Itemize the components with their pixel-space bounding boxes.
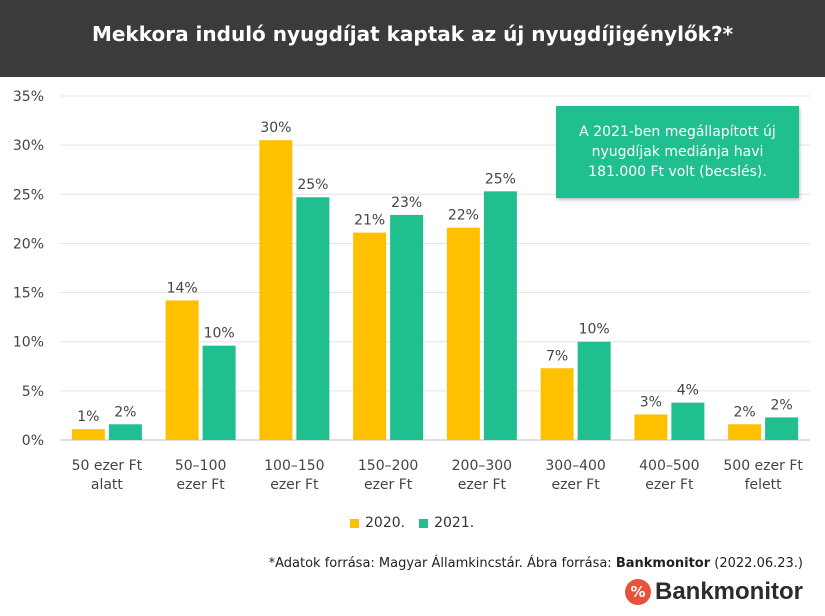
data-label: 2% xyxy=(734,404,756,420)
data-label: 25% xyxy=(297,177,328,193)
bar-2020-3 xyxy=(353,232,387,440)
bar-chart: 0% 5% 10% 15% 20% 25% 30% 35% 1% 2% 50 ezer Ft alat… xyxy=(13,89,810,493)
median-callout: A 2021-ben megállapított új nyugdíjak me… xyxy=(556,106,799,198)
source-brand: Bankmonitor xyxy=(615,556,711,571)
x-tick-label: ezer Ft xyxy=(458,477,507,493)
data-label: 4% xyxy=(677,383,699,399)
data-label: 23% xyxy=(391,195,422,211)
bar-2020-5 xyxy=(540,368,574,440)
bar-2021-5 xyxy=(577,341,611,440)
legend-item-2021: 2021. xyxy=(419,515,474,531)
legend-label-2020: 2020. xyxy=(365,515,406,531)
x-tick-label: ezer Ft xyxy=(270,477,319,493)
y-tick-label: 30% xyxy=(13,138,44,154)
legend-label-2021: 2021. xyxy=(434,515,475,531)
bar-2020-4 xyxy=(446,227,480,440)
x-tick-label: ezer Ft xyxy=(645,477,694,493)
x-tick-label: ezer Ft xyxy=(176,477,225,493)
data-label: 2% xyxy=(771,397,793,413)
x-tick-label: 300–400 xyxy=(545,458,605,474)
y-tick-label: 35% xyxy=(13,89,44,105)
x-tick-label: ezer Ft xyxy=(364,477,413,493)
data-label: 30% xyxy=(260,120,291,136)
data-label: 22% xyxy=(448,208,479,224)
data-label: 2% xyxy=(114,404,136,420)
bar-2021-0 xyxy=(108,424,142,440)
bar-2021-6 xyxy=(671,402,705,440)
bar-2021-3 xyxy=(390,214,424,440)
data-label: 7% xyxy=(546,348,568,364)
x-tick-label: 50 ezer Ft xyxy=(72,458,143,474)
bar-2020-7 xyxy=(728,424,762,440)
bar-2020-1 xyxy=(165,300,199,440)
y-tick-label: 5% xyxy=(22,384,44,400)
chart-header: Mekkora induló nyugdíjat kaptak az új ny… xyxy=(0,0,825,77)
data-label: 14% xyxy=(167,280,198,296)
source-date: (2022.06.23.) xyxy=(710,556,803,571)
data-label: 10% xyxy=(204,326,235,342)
chart-title: Mekkora induló nyugdíjat kaptak az új ny… xyxy=(91,22,734,46)
legend-swatch-2021 xyxy=(419,518,429,528)
bar-2020-0 xyxy=(71,429,105,440)
bar-2021-2 xyxy=(296,197,330,440)
legend-item-2020: 2020. xyxy=(350,515,405,531)
y-tick-label: 10% xyxy=(13,335,44,351)
data-label: 10% xyxy=(579,322,610,338)
bar-2021-4 xyxy=(483,191,517,440)
y-tick-label: 0% xyxy=(22,433,44,449)
bankmonitor-logo: % Bankmonitor xyxy=(624,578,803,606)
bar-2020-2 xyxy=(259,140,293,440)
data-label: 3% xyxy=(640,394,662,410)
bar-2021-1 xyxy=(202,345,236,440)
x-tick-label: felett xyxy=(745,477,783,493)
brand-name: Bankmonitor xyxy=(654,578,803,605)
x-tick-label: 50–100 xyxy=(175,458,227,474)
source-note: *Adatok forrása: Magyar Államkincstár. Á… xyxy=(269,556,803,571)
bar-2021-7 xyxy=(765,417,799,440)
data-label: 1% xyxy=(77,409,99,425)
x-tick-label: 400–500 xyxy=(639,458,699,474)
legend-swatch-2020 xyxy=(350,518,359,528)
chart-legend: 2020. 2021. xyxy=(350,515,474,531)
x-tick-label: 200–300 xyxy=(452,458,512,474)
data-label: 21% xyxy=(354,213,385,229)
source-prefix: *Adatok forrása: Magyar Államkincstár. Á… xyxy=(268,556,616,571)
x-tick-label: ezer Ft xyxy=(551,477,600,493)
x-tick-label: 500 ezer Ft xyxy=(723,458,803,474)
x-tick-label: 100–150 xyxy=(264,458,324,474)
bar-2020-6 xyxy=(634,414,668,440)
y-tick-label: 20% xyxy=(13,236,44,252)
data-label: 25% xyxy=(485,171,516,187)
y-tick-label: 15% xyxy=(13,286,44,302)
percent-logo-icon: % xyxy=(624,579,651,605)
y-tick-label: 25% xyxy=(13,187,44,203)
x-tick-label: alatt xyxy=(91,477,124,493)
x-tick-label: 150–200 xyxy=(358,458,418,474)
